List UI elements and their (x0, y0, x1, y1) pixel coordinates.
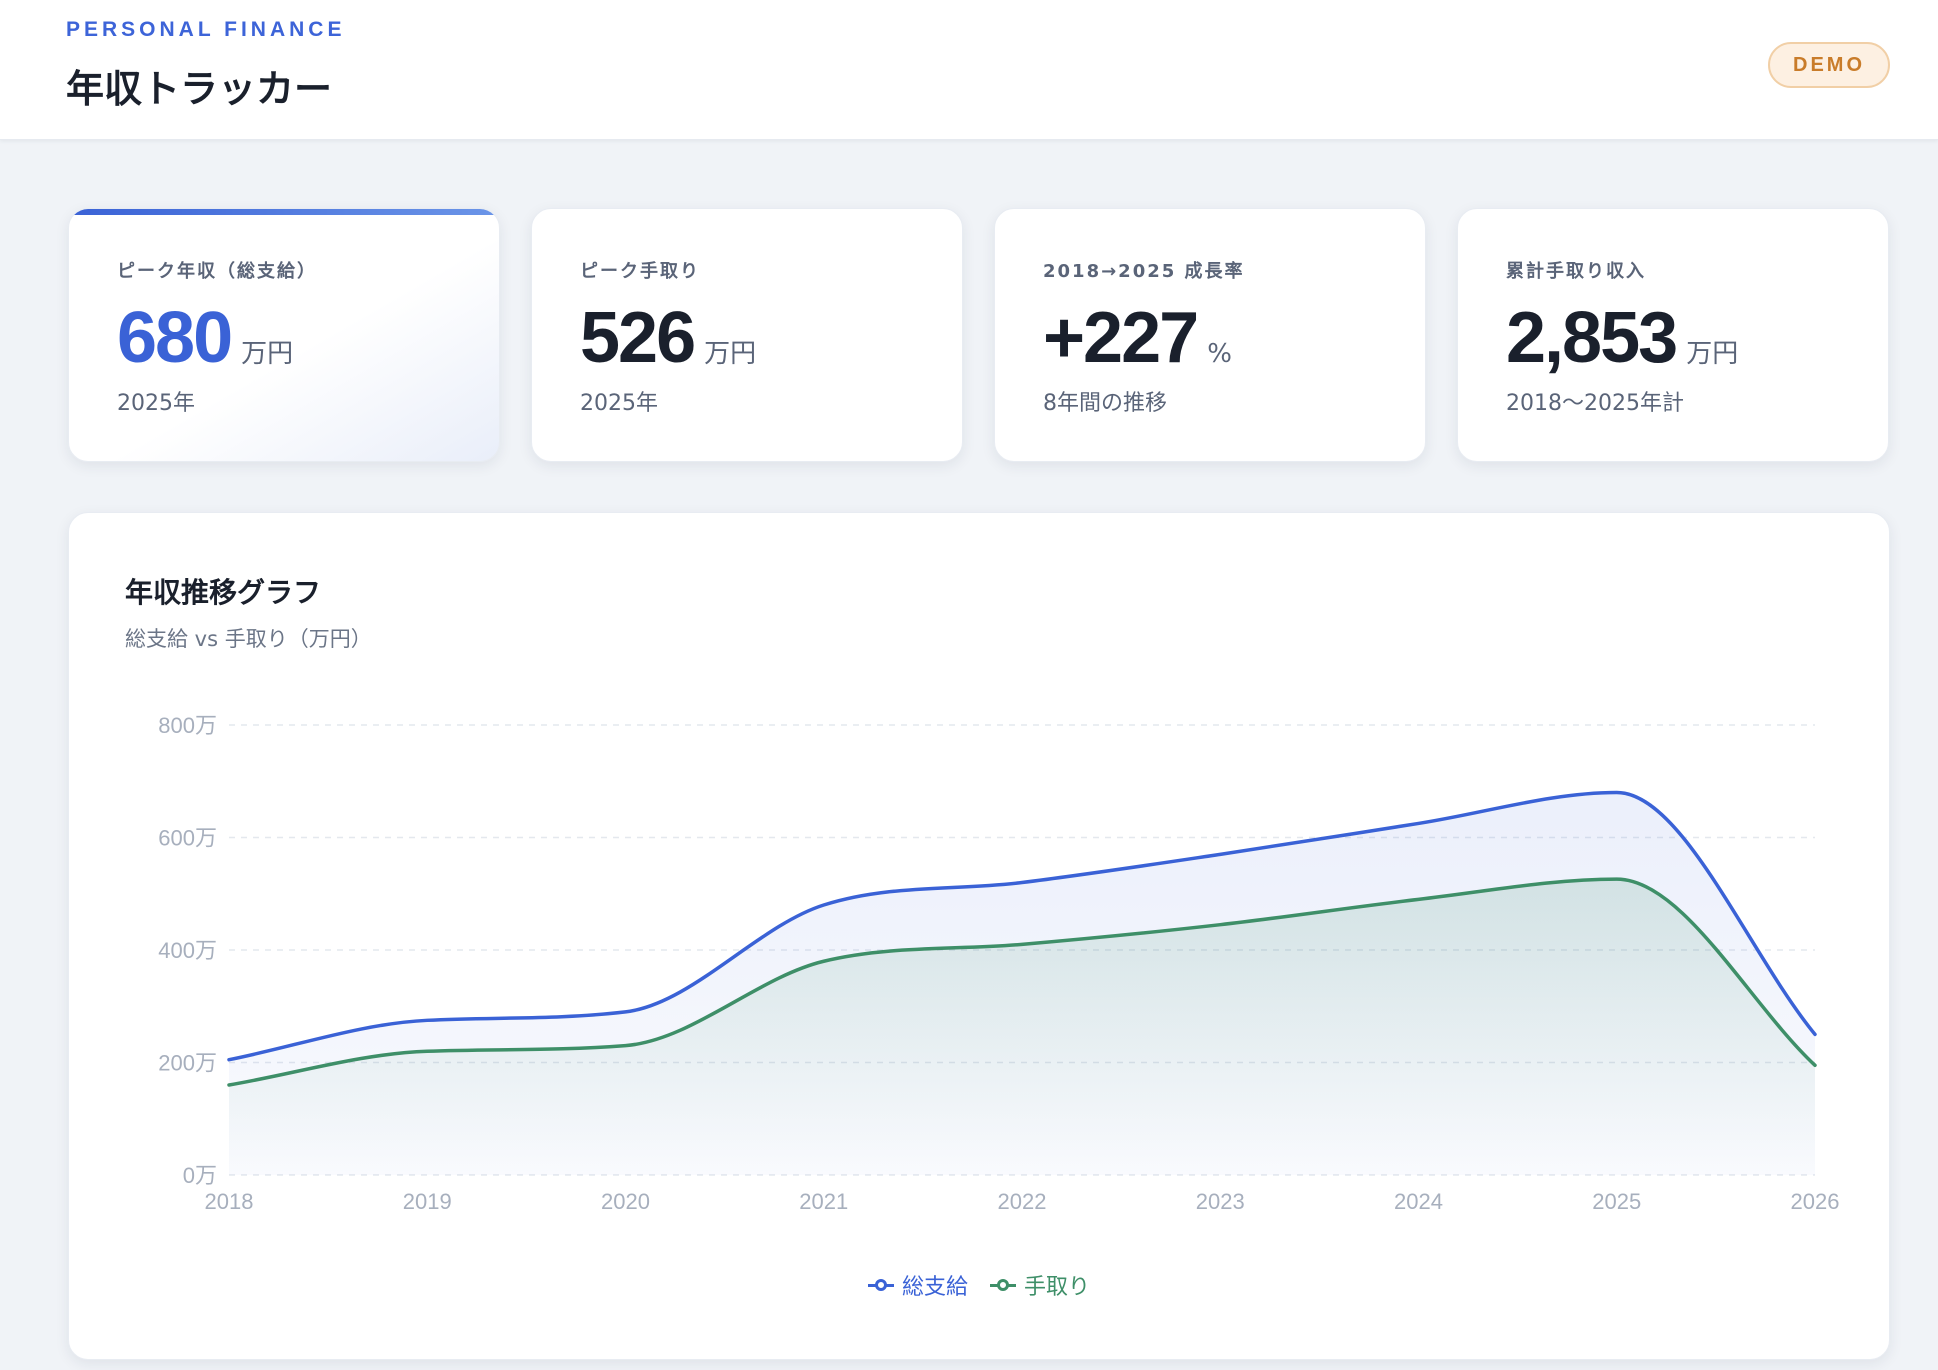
x-tick-label: 2021 (799, 1189, 848, 1214)
legend-item-net[interactable]: 手取り (990, 1269, 1090, 1301)
stat-label: ピーク手取り (580, 261, 700, 282)
y-tick-label: 400万 (158, 938, 217, 963)
net-point[interactable] (1012, 934, 1032, 954)
net-area (229, 879, 1815, 1175)
stat-sub: 2025年 (117, 391, 195, 416)
net-point[interactable] (1210, 915, 1230, 935)
stat-card-peak-gross: ピーク年収（総支給） 680 万円 2025年 (68, 208, 500, 462)
gross-point[interactable] (1409, 813, 1429, 833)
y-tick-label: 200万 (158, 1051, 217, 1076)
page-title: 年収トラッカー (66, 67, 333, 111)
y-tick-label: 0万 (183, 1163, 217, 1188)
income-chart-card: 年収推移グラフ 総支給 vs 手取り（万円） 0万 200万 400万 600万 800… (68, 512, 1890, 1360)
gross-point[interactable] (1210, 844, 1230, 864)
stat-unit: 万円 (1686, 339, 1739, 369)
x-tick-label: 2026 (1791, 1189, 1840, 1214)
legend-item-gross[interactable]: 総支給 (867, 1269, 968, 1301)
stat-value: 526 (580, 298, 696, 378)
x-tick-label: 2022 (998, 1189, 1047, 1214)
legend-label: 手取り (1024, 1275, 1091, 1300)
stat-card-cumulative-net: 累計手取り収入 2,853 万円 2018〜2025年計 (1457, 208, 1889, 462)
stat-card-peak-net: ピーク手取り 526 万円 2025年 (531, 208, 963, 462)
stat-unit: 万円 (241, 339, 294, 369)
net-point[interactable] (1409, 889, 1429, 909)
chart-title: 年収推移グラフ (125, 576, 322, 609)
line-marker-icon (867, 1278, 894, 1292)
stat-value: 2,853 (1506, 298, 1678, 378)
stat-sub: 2025年 (580, 391, 658, 416)
x-tick-label: 2023 (1196, 1189, 1245, 1214)
net-point[interactable] (1607, 869, 1627, 889)
gross-line (227, 790, 1817, 1062)
stat-unit: % (1207, 339, 1232, 369)
y-tick-label: 800万 (158, 713, 217, 738)
y-tick-label: 600万 (158, 826, 217, 851)
chart-subtitle: 総支給 vs 手取り（万円） (125, 627, 372, 651)
x-tick-label: 2020 (601, 1189, 650, 1214)
gross-point[interactable] (1805, 1024, 1825, 1044)
top-bar: PERSONAL FINANCE 年収トラッカー DEMO (0, 0, 1938, 140)
stat-card-growth-rate: 2018→2025 成長率 +227 % 8年間の推移 (994, 208, 1426, 462)
x-tick-label: 2018 (205, 1189, 254, 1214)
chart-legend: 総支給 手取り (69, 1269, 1889, 1301)
net-point[interactable] (814, 951, 834, 971)
net-point[interactable] (219, 1075, 239, 1095)
net-line (227, 877, 1817, 1087)
x-tick-label: 2025 (1592, 1189, 1641, 1214)
stat-label: ピーク年収（総支給） (117, 261, 317, 282)
stat-label: 2018→2025 成長率 (1043, 261, 1245, 282)
net-point[interactable] (1805, 1055, 1825, 1075)
gross-point[interactable] (219, 1050, 239, 1070)
stat-value: +227 (1043, 298, 1199, 378)
stat-label: 累計手取り収入 (1506, 261, 1646, 282)
net-point[interactable] (616, 1036, 636, 1056)
stat-value: 680 (117, 298, 233, 378)
demo-badge: DEMO (1768, 42, 1890, 88)
legend-label: 総支給 (901, 1275, 968, 1300)
gross-point[interactable] (616, 1002, 636, 1022)
gross-point[interactable] (417, 1010, 437, 1030)
line-marker-icon (990, 1278, 1016, 1292)
gross-point[interactable] (1012, 873, 1032, 893)
net-point[interactable] (417, 1041, 437, 1061)
stat-sub: 2018〜2025年計 (1506, 391, 1684, 416)
app-eyebrow: PERSONAL FINANCE (66, 18, 346, 41)
stat-sub: 8年間の推移 (1043, 391, 1167, 416)
x-tick-label: 2024 (1394, 1189, 1443, 1214)
gross-point[interactable] (1607, 783, 1627, 803)
income-chart: 0万 200万 400万 600万 800万 2018 2019 2020 2021 2022 20… (158, 713, 1840, 1214)
gross-point[interactable] (814, 895, 834, 915)
x-tick-label: 2019 (403, 1189, 452, 1214)
stat-unit: 万円 (704, 339, 757, 369)
